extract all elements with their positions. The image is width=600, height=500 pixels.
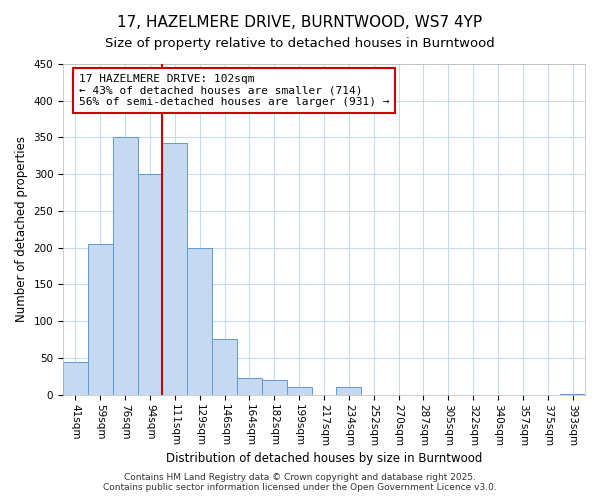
Bar — [262, 380, 287, 394]
Bar — [63, 362, 88, 394]
Bar — [163, 142, 187, 394]
Bar — [113, 138, 137, 394]
X-axis label: Distribution of detached houses by size in Burntwood: Distribution of detached houses by size … — [166, 452, 482, 465]
Text: 17 HAZELMERE DRIVE: 102sqm
← 43% of detached houses are smaller (714)
56% of sem: 17 HAZELMERE DRIVE: 102sqm ← 43% of deta… — [79, 74, 389, 107]
Y-axis label: Number of detached properties: Number of detached properties — [15, 136, 28, 322]
Text: Size of property relative to detached houses in Burntwood: Size of property relative to detached ho… — [105, 38, 495, 51]
Bar — [212, 340, 237, 394]
Bar — [137, 174, 163, 394]
Bar — [187, 248, 212, 394]
Text: Contains HM Land Registry data © Crown copyright and database right 2025.
Contai: Contains HM Land Registry data © Crown c… — [103, 473, 497, 492]
Bar — [287, 388, 311, 394]
Text: 17, HAZELMERE DRIVE, BURNTWOOD, WS7 4YP: 17, HAZELMERE DRIVE, BURNTWOOD, WS7 4YP — [118, 15, 482, 30]
Bar — [237, 378, 262, 394]
Bar — [88, 244, 113, 394]
Bar — [337, 388, 361, 394]
